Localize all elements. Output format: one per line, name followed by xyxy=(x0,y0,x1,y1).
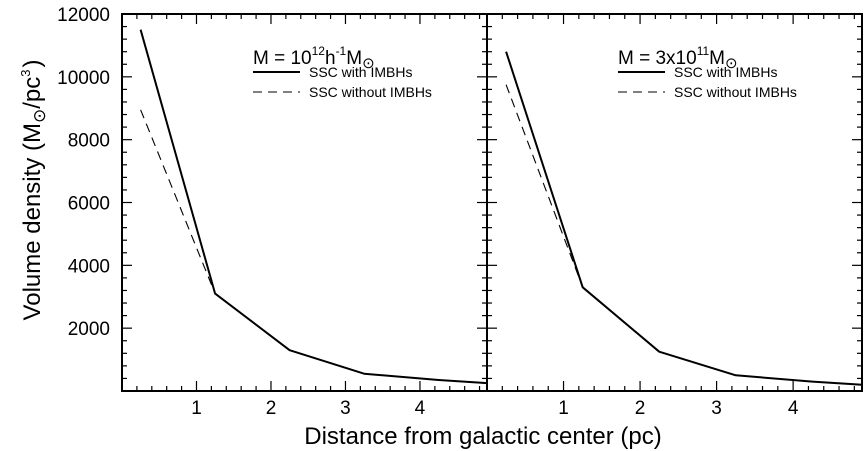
title-sup1: 12 xyxy=(312,44,326,58)
x-tick-label: 1 xyxy=(558,398,569,419)
sun-symbol: ⊙ xyxy=(362,55,375,72)
y-tick-label: 4000 xyxy=(68,256,110,277)
panel-title: M = 3x1011M⊙ xyxy=(618,44,738,72)
sun-symbol: ⊙ xyxy=(725,55,738,72)
y-axis-label-unit: /pc xyxy=(19,77,46,109)
series-without-imbhs-line xyxy=(505,84,863,386)
legend-label: SSC without IMBHs xyxy=(309,84,432,100)
panel-frame xyxy=(121,13,488,392)
title-prefix: M = 10 xyxy=(253,48,312,69)
title-sup2: -1 xyxy=(336,44,347,58)
y-axis: 2000 4000 6000 8000 10000 12000 xyxy=(57,5,110,340)
title-mid: h xyxy=(325,48,336,69)
y-tick-label: 10000 xyxy=(57,68,110,89)
x-tick-label: 3 xyxy=(711,398,722,419)
x-tick-label: 4 xyxy=(788,398,799,419)
title-sup1: 11 xyxy=(697,44,710,58)
x-axis: 1 2 3 4 1 2 3 4 xyxy=(191,398,799,419)
y-axis-label-sup: 3 xyxy=(18,70,33,77)
legend-label: SSC with IMBHs xyxy=(309,64,412,80)
y-axis-label-close: ) xyxy=(19,60,46,68)
y-tick-label: 2000 xyxy=(68,319,110,340)
title-suffix: M xyxy=(346,48,362,69)
y-axis-label-sun-symbol: ⊙ xyxy=(30,109,49,123)
panel-1: M = 1012h-1M⊙SSC with IMBHs SSC without I… xyxy=(121,13,488,392)
y-axis-label-text: Volume density (M xyxy=(19,123,46,320)
panel-2: M = 3x1011M⊙SSC with IMBHs SSC without IM… xyxy=(486,13,863,392)
y-tick-label: 6000 xyxy=(68,194,110,215)
title-suffix: M xyxy=(709,48,725,69)
title-prefix: M = 3x10 xyxy=(618,48,697,69)
y-axis-label: Volume density (M⊙/pc3) xyxy=(18,60,49,321)
y-tick-label: 8000 xyxy=(68,131,110,152)
series-with-imbhs-line xyxy=(139,29,488,385)
x-tick-label: 2 xyxy=(635,398,646,419)
legend-label: SSC without IMBHs xyxy=(674,84,797,100)
y-tick-label: 12000 xyxy=(57,5,110,26)
x-tick-label: 3 xyxy=(340,398,351,419)
x-tick-label: 1 xyxy=(191,398,202,419)
x-tick-label: 4 xyxy=(415,398,426,419)
legend-label: SSC with IMBHs xyxy=(674,64,777,80)
panel-title: M = 1012h-1M⊙ xyxy=(253,44,375,72)
series-without-imbhs-line xyxy=(140,109,488,384)
series-with-imbhs-line xyxy=(505,51,863,386)
x-tick-label: 2 xyxy=(266,398,277,419)
x-axis-label: Distance from galactic center (pc) xyxy=(304,423,661,450)
